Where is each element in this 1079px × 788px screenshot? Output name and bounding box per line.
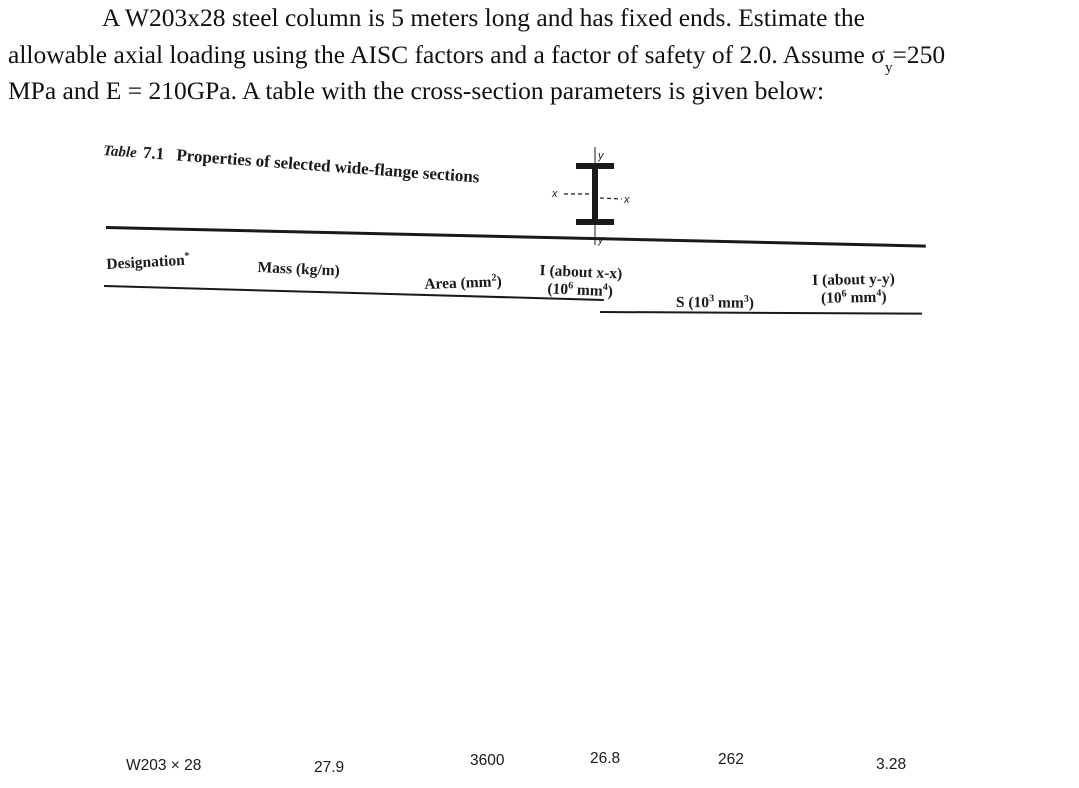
header-s-exp1: 3 xyxy=(709,293,715,305)
header-mass-text: Mass (kg/m) xyxy=(257,259,341,280)
cell-designation: W203 × 28 xyxy=(126,757,202,774)
header-ix-line2: (106 mm4) xyxy=(538,280,621,304)
table-top-rule xyxy=(105,226,926,248)
cell-area: 3600 xyxy=(470,752,505,769)
header-ix-close: ) xyxy=(607,282,614,301)
i-beam-section-diagram: y x x y xyxy=(551,147,630,246)
header-iy-base: (10 xyxy=(820,289,842,307)
header-area-close: ) xyxy=(496,273,503,291)
header-area: Area (mm2) xyxy=(424,272,503,296)
cell-mass: 27.9 xyxy=(314,759,345,776)
cell-ix: 26.8 xyxy=(590,750,621,767)
header-mass: Mass (kg/m) xyxy=(257,259,340,281)
header-iy: I (about y-y) (106 mm4) xyxy=(812,271,895,310)
header-underline-left xyxy=(103,285,604,301)
header-ix-unit: mm xyxy=(572,281,604,300)
header-iy-exp2: 4 xyxy=(876,287,882,299)
header-iy-exp1: 6 xyxy=(841,288,847,300)
header-iy-close: ) xyxy=(881,288,887,306)
header-s-exp2: 3 xyxy=(743,293,749,305)
sigma-subscript: y xyxy=(885,60,893,77)
problem-line-3: MPa and E = 210GPa. A table with the cro… xyxy=(8,76,825,105)
table-number: 7.1 xyxy=(142,142,165,164)
header-ix: I (about x-x) (106 mm4) xyxy=(538,262,622,304)
cell-iy: 3.28 xyxy=(876,756,907,773)
header-iy-unit: mm xyxy=(846,288,877,307)
table-label: Table xyxy=(102,142,138,162)
header-ix-exp2: 4 xyxy=(602,281,609,293)
x-axis-left-label: x xyxy=(551,188,558,200)
header-designation: Designation* xyxy=(106,250,190,276)
problem-line-2-value: =250 xyxy=(892,40,946,69)
header-s: S (103 mm3) xyxy=(675,293,755,315)
y-axis-top-label: y xyxy=(597,150,605,162)
header-area-exp: 2 xyxy=(491,272,497,284)
table-title: Properties of selected wide-flange secti… xyxy=(175,145,481,187)
header-s-close: ) xyxy=(748,294,755,312)
problem-line-1: A W203x28 steel column is 5 meters long … xyxy=(102,3,865,32)
header-underline-right xyxy=(599,311,922,315)
table-caption: Table 7.1 Properties of selected wide-fl… xyxy=(103,140,481,188)
header-s-base: S (10 xyxy=(675,294,710,312)
problem-line-2: allowable axial loading using the AISC f… xyxy=(8,37,946,77)
header-designation-mark: * xyxy=(184,250,190,262)
problem-line-2-text: allowable axial loading using the AISC f… xyxy=(8,40,885,69)
header-iy-line1: I (about y-y) xyxy=(812,270,895,289)
header-designation-text: Designation xyxy=(106,251,186,273)
cell-s: 262 xyxy=(718,751,744,768)
header-iy-line2: (106 mm4) xyxy=(812,287,895,310)
header-ix-exp1: 6 xyxy=(567,280,574,292)
header-area-text: Area (mm xyxy=(424,273,492,293)
x-axis-right-label: x xyxy=(623,194,630,206)
header-ix-base: (10 xyxy=(547,280,569,299)
header-s-unit: mm xyxy=(714,294,744,312)
